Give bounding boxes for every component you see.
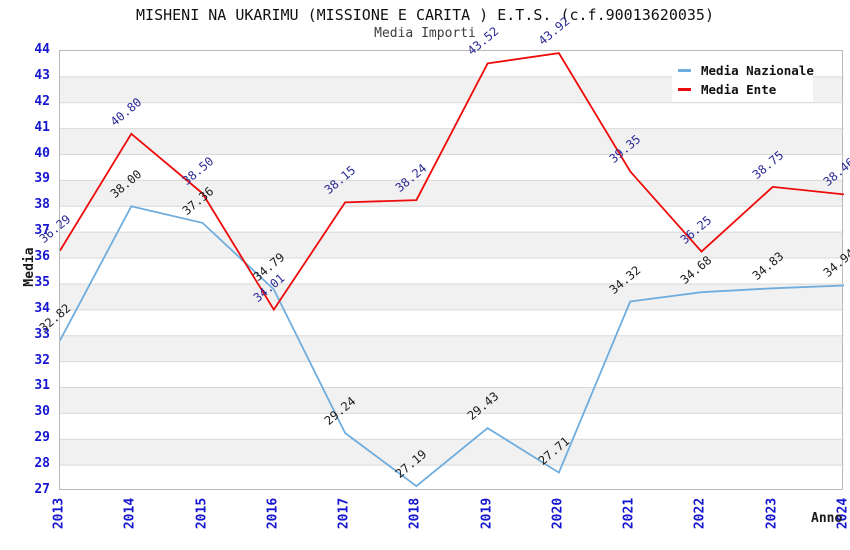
x-tick-label: 2013 <box>51 497 67 530</box>
series-line-media-nazionale <box>60 205 844 488</box>
legend-line-icon-ente <box>678 87 691 91</box>
legend-item-media-ente: Media Ente <box>678 81 813 97</box>
y-tick-label: 44 <box>34 42 50 57</box>
legend-label-ente: Media Ente <box>701 81 777 97</box>
legend-line-icon-nazionale <box>678 68 691 72</box>
y-tick-label: 35 <box>34 274 50 290</box>
chart-title: MISHENI NA UKARIMU (MISSIONE E CARITA ) … <box>136 6 714 24</box>
plot-svg <box>60 52 844 488</box>
y-tick-label: 33 <box>34 326 50 342</box>
y-tick-label: 38 <box>34 197 50 213</box>
legend-label-nazionale: Media Nazionale <box>701 62 814 78</box>
y-tick-label: 42 <box>34 93 50 109</box>
x-tick-label: 2017 <box>336 497 352 530</box>
y-tick-label: 34 <box>34 300 50 316</box>
y-tick-label: 27 <box>34 482 50 497</box>
plot-area <box>59 50 844 490</box>
series-line-media-ente <box>60 52 844 312</box>
x-tick-label: 2014 <box>122 497 138 530</box>
y-tick-label: 41 <box>34 119 50 135</box>
x-axis-title: Anno <box>811 511 843 526</box>
y-tick-label: 40 <box>34 145 50 161</box>
x-tick-label: 2018 <box>407 497 423 530</box>
x-tick-label: 2023 <box>764 497 780 530</box>
x-tick-label: 2019 <box>479 497 495 530</box>
y-tick-label: 37 <box>34 223 50 239</box>
x-tick-label: 2022 <box>692 497 708 530</box>
y-axis-title: Media <box>22 247 37 287</box>
y-tick-label: 28 <box>34 456 50 472</box>
x-tick-label: 2016 <box>265 497 281 530</box>
y-tick-label: 29 <box>34 430 50 446</box>
x-tick-label: 2015 <box>194 497 210 530</box>
y-tick-label: 31 <box>34 378 50 394</box>
chart-subtitle: Media Importi <box>374 26 476 41</box>
x-tick-label: 2020 <box>550 497 566 530</box>
x-tick-label: 2021 <box>621 497 637 530</box>
y-tick-label: 32 <box>34 352 50 368</box>
y-tick-label: 30 <box>34 404 50 420</box>
y-tick-label: 36 <box>34 249 50 265</box>
legend: Media Nazionale Media Ente <box>672 53 814 102</box>
y-tick-label: 39 <box>34 171 50 187</box>
y-tick-label: 43 <box>34 67 50 83</box>
legend-item-media-nazionale: Media Nazionale <box>678 62 814 78</box>
